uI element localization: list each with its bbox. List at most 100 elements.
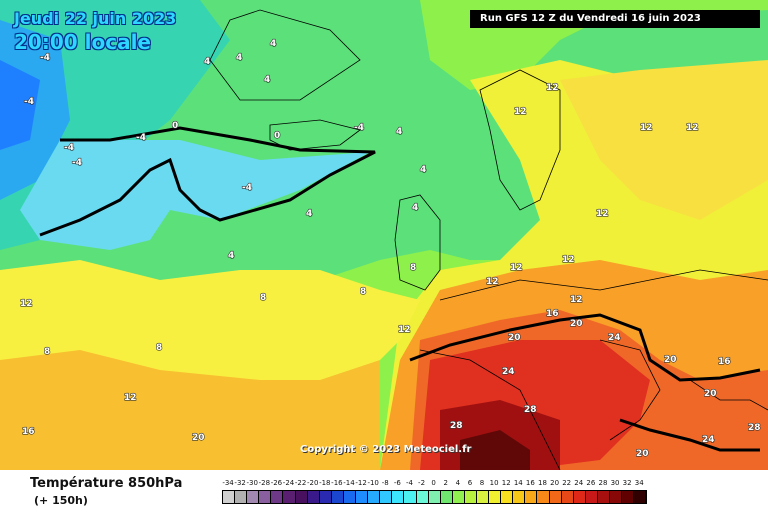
isotherm-label: 8 (44, 347, 50, 357)
field-maroon (460, 430, 530, 470)
isotherm-label: -4 (354, 123, 364, 133)
legend: Température 850hPa (+ 150h) -34 -32 -30 -28… (0, 470, 768, 512)
legend-swatch (356, 491, 369, 503)
legend-tick: -16 (331, 479, 343, 487)
legend-swatch (501, 491, 514, 503)
legend-tick: -4 (405, 479, 413, 487)
coast-greenland (209, 9, 361, 101)
legend-swatch (561, 491, 574, 503)
map-canvas: -4 -4 -4 -4 -4 -4 -4 0 0 4 4 4 4 4 4 4 4 4 8 8 8 8 8 12 12 12 12 12… (0, 0, 768, 470)
legend-tick: -24 (282, 479, 295, 487)
legend-swatch (319, 491, 332, 503)
coast-italy (599, 339, 661, 441)
legend-title: Température 850hPa (30, 476, 183, 491)
field-cyan (20, 140, 370, 250)
isotherm-label: 20 (570, 319, 583, 329)
legend-swatch (235, 491, 248, 503)
valid-date-line1: Jeudi 22 juin 2023 (14, 9, 177, 28)
legend-subtitle: (+ 150h) (34, 494, 88, 507)
isotherm-label: 12 (640, 123, 653, 133)
isotherm-label: 4 (306, 209, 312, 219)
legend-tick: -28 (258, 479, 271, 487)
isotherm-20 (409, 313, 761, 452)
legend-swatch (392, 491, 405, 503)
legend-swatch (295, 491, 308, 503)
legend-tick: -2 (418, 479, 426, 487)
legend-tick: 26 (586, 479, 596, 487)
legend-swatch (368, 491, 381, 503)
legend-tick: 24 (574, 479, 584, 487)
coast-scandinavia (479, 69, 561, 211)
legend-swatch (404, 491, 417, 503)
isotherm-label: 12 (546, 83, 559, 93)
legend-swatch (597, 491, 610, 503)
legend-swatch (331, 491, 344, 503)
legend-swatch (489, 491, 502, 503)
isotherm-label: 0 (172, 121, 178, 131)
legend-tick: 14 (513, 479, 523, 487)
isotherm-label: 28 (748, 423, 761, 433)
legend-tick: -20 (306, 479, 319, 487)
legend-tick: -8 (381, 479, 389, 487)
coast-iberia (419, 349, 561, 470)
legend-color-scale (222, 490, 648, 504)
isotherm-label: 12 (20, 299, 33, 309)
legend-tick: -14 (343, 479, 355, 487)
legend-tick: 28 (598, 479, 608, 487)
isotherm-label: 4 (270, 39, 276, 49)
isotherm-label: 4 (396, 127, 402, 137)
isotherm-label: -4 (242, 183, 252, 193)
legend-swatch (622, 491, 635, 503)
isotherm-label: 20 (508, 333, 521, 343)
legend-tick: -30 (246, 479, 258, 487)
legend-swatch (416, 491, 429, 503)
isotherm-label: 4 (412, 203, 418, 213)
isotherm-label: 8 (260, 293, 266, 303)
legend-swatch (573, 491, 586, 503)
isotherm-labels: -4 -4 -4 -4 -4 -4 -4 0 0 4 4 4 4 4 4 4 4 4 8 8 8 8 8 12 12 12 12 12… (19, 38, 761, 459)
legend-swatch (476, 491, 490, 503)
isotherm-label: 16 (718, 357, 731, 367)
isotherm-label: -4 (40, 53, 50, 63)
isotherm-label: 4 (236, 53, 242, 63)
isotherm-label: 16 (22, 427, 35, 437)
isotherm-label: 12 (562, 255, 575, 265)
isotherm-label: 4 (228, 251, 234, 261)
legend-tick: 0 (431, 479, 436, 487)
isotherm-label: 28 (524, 405, 537, 415)
valid-date: Jeudi 22 juin 2023 20:00 locale (14, 9, 177, 55)
legend-tick: 34 (634, 479, 644, 487)
legend-tick: -6 (393, 479, 401, 487)
isotherm-label: 12 (514, 107, 527, 117)
isotherm-label: 8 (410, 263, 416, 273)
isotherm-label: 12 (686, 123, 699, 133)
isotherm-label: 24 (608, 333, 621, 343)
legend-tick: 8 (479, 479, 485, 487)
isotherm-0 (39, 126, 376, 237)
legend-swatch (513, 491, 526, 503)
legend-swatch (537, 491, 550, 503)
legend-swatch (585, 491, 598, 503)
legend-tick: -12 (355, 479, 367, 487)
isotherm-label: -4 (72, 158, 82, 168)
legend-swatch (307, 491, 320, 503)
legend-scale-ticks: -34 -32 -30 -28 -26 -24 -22 -20 -18 -16 -14 -12 -10-… (222, 478, 645, 488)
isotherm-label: 4 (264, 75, 270, 85)
legend-tick: 30 (610, 479, 620, 487)
isotherm-label: 8 (360, 287, 366, 297)
legend-tick: 2 (443, 479, 448, 487)
isotherm-label: 12 (486, 277, 499, 287)
legend-swatch (271, 491, 284, 503)
legend-tick: -10 (367, 479, 379, 487)
legend-tick: 20 (550, 479, 560, 487)
copyright-text: Copyright © 2023 Meteociel.fr (300, 444, 472, 455)
isotherm-label: 20 (192, 433, 205, 443)
legend-swatch (343, 491, 357, 503)
legend-swatch (452, 491, 465, 503)
isotherm-label: -4 (136, 133, 146, 143)
field-orange-atlantic (0, 350, 380, 470)
valid-time-line2: 20:00 locale (14, 30, 151, 54)
legend-swatch (247, 491, 260, 503)
legend-tick: -18 (319, 479, 331, 487)
legend-tick: -32 (234, 479, 246, 487)
